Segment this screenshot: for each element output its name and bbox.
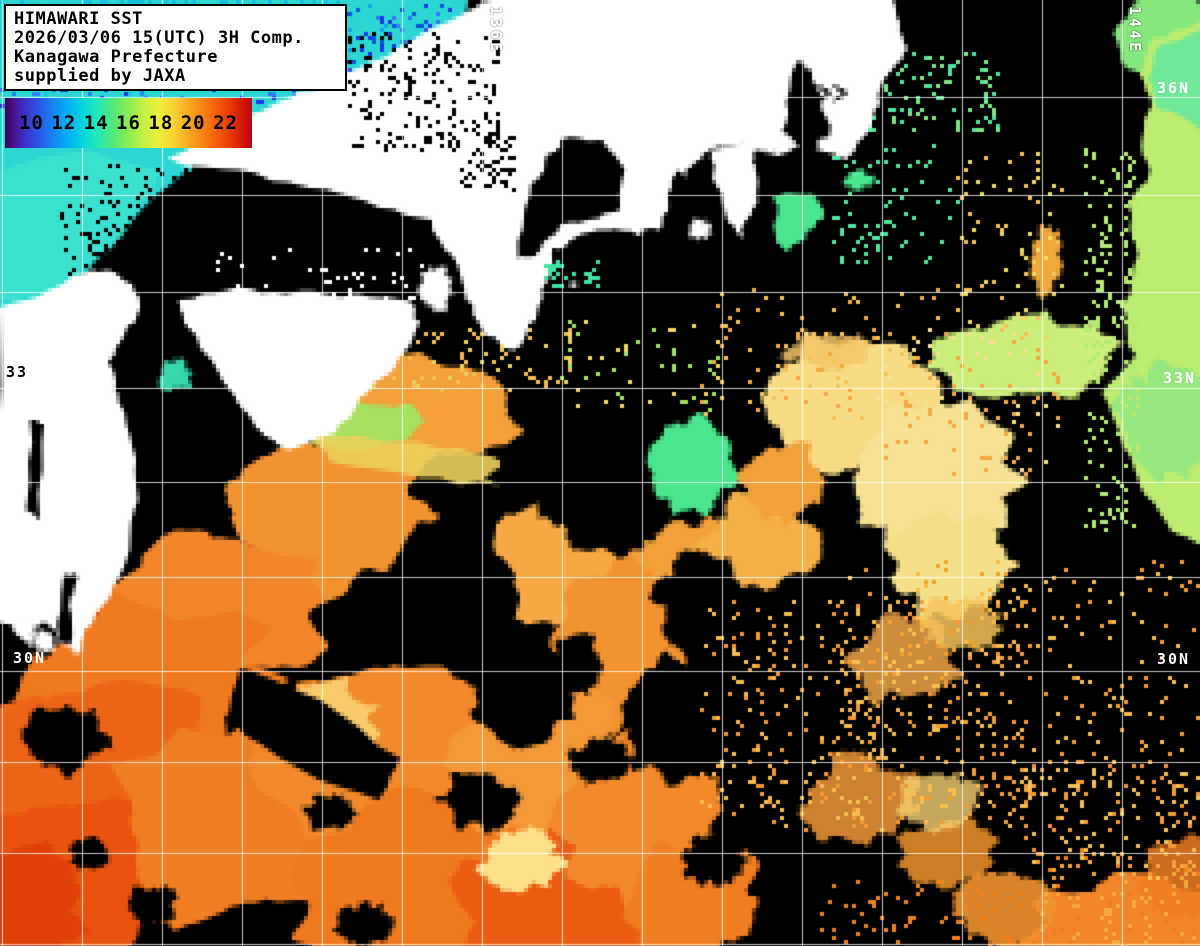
lat-label-36n-right: 36N xyxy=(1157,79,1191,97)
lat-label-33n-right: 33N xyxy=(1163,369,1197,387)
temperature-colorbar: 10 12 14 16 18 20 22 xyxy=(5,98,252,148)
colorbar-tick: 12 xyxy=(51,112,77,134)
colorbar-tick: 16 xyxy=(116,112,141,134)
product-title: HIMAWARI SST xyxy=(14,9,143,29)
title-box: HIMAWARI SST 2026/03/06 15(UTC) 3H Comp.… xyxy=(4,4,347,91)
colorbar-tick: 20 xyxy=(180,112,206,134)
lat-label-30n-left: 30N xyxy=(13,649,47,667)
colorbar-tick: 18 xyxy=(148,112,174,134)
colorbar-tick: 22 xyxy=(213,112,238,134)
lon-label-144e: 144E xyxy=(1126,6,1144,55)
credit-line: supplied by JAXA xyxy=(14,66,186,86)
datetime-line: 2026/03/06 15(UTC) 3H Comp. xyxy=(14,28,304,48)
lat-label-33-left: 33 xyxy=(6,363,29,381)
lat-label-30n-right: 30N xyxy=(1157,650,1191,668)
colorbar-tick: 14 xyxy=(83,112,109,134)
colorbar-tick: 10 xyxy=(19,112,44,134)
region-line: Kanagawa Prefecture xyxy=(14,47,218,67)
lon-label-136e: 136E xyxy=(487,6,505,55)
